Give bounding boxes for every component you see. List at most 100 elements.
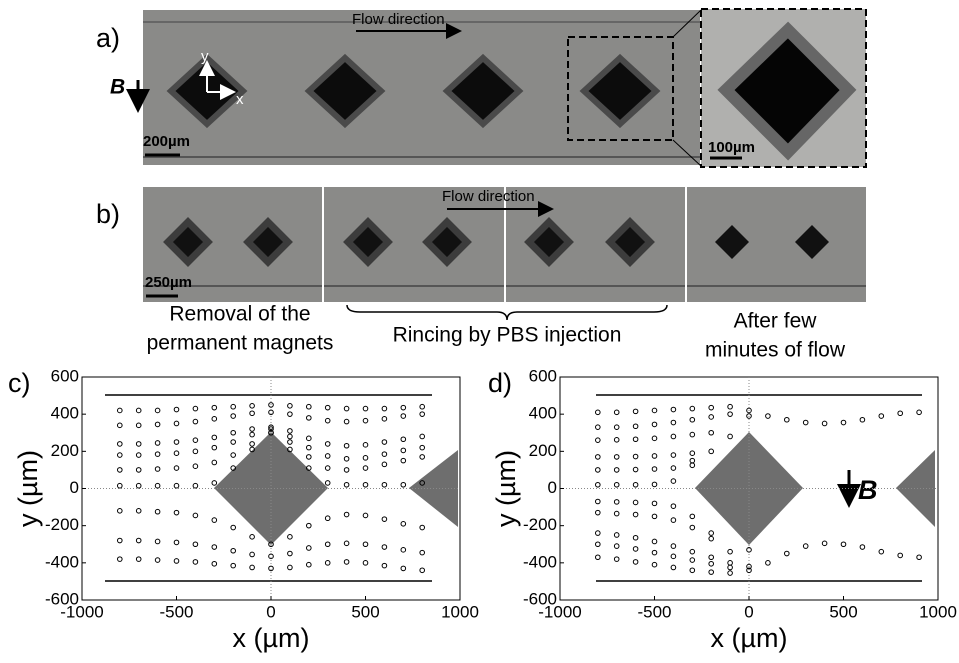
point [192,448,199,455]
x-tick-label: -500 [637,602,671,621]
point [595,481,601,488]
point [727,548,733,555]
point [211,434,218,441]
point [632,408,639,415]
point [419,433,426,440]
point [859,416,866,423]
point [670,452,677,458]
point [651,435,658,442]
point [249,410,255,417]
point [689,405,696,412]
point [211,416,218,422]
point [595,437,601,443]
point [595,541,601,548]
point [306,465,312,471]
y-tick-label: 400 [51,404,79,423]
x-axis-title: x (µm) [232,623,309,653]
point [613,454,620,460]
point [784,416,790,423]
scale-label: 250µm [145,274,192,291]
point [287,433,293,440]
y-tick-label: 200 [529,441,557,460]
point [840,419,847,426]
point [192,512,199,519]
point [306,561,312,568]
point [613,409,620,416]
panel-label: a) [96,23,120,53]
caption: Removal of the [169,303,310,326]
point [708,535,715,542]
point [154,508,161,515]
point [651,407,658,414]
point [362,442,369,448]
point [670,406,677,413]
point [324,404,331,411]
point [343,559,350,565]
point [211,517,218,523]
point [632,559,639,565]
point [173,439,180,445]
point [268,402,274,408]
point [419,480,426,486]
point [651,500,658,507]
point [324,515,331,522]
point [287,564,293,571]
y-tick-label: 0 [70,478,79,497]
point [268,429,274,436]
point [419,454,426,460]
point [689,513,696,520]
point [419,411,426,417]
point [670,503,677,509]
point [287,403,293,409]
point [897,552,904,559]
point [192,418,199,425]
point [651,549,658,556]
point [595,467,601,473]
point [381,439,388,445]
point [419,567,426,574]
point [192,541,199,548]
point [746,407,752,414]
point [306,454,312,460]
point [632,546,639,552]
point [381,416,388,422]
x-tick-label: 0 [744,602,753,621]
point [689,416,696,423]
point [651,538,658,545]
point [154,407,161,414]
point [306,444,312,451]
point [324,465,331,471]
point [249,534,255,540]
point [173,450,180,456]
point [595,424,601,430]
x-tick-label: 0 [266,602,275,621]
y-tick-label: -200 [45,515,79,534]
point [343,467,350,473]
point [613,532,620,538]
y-tick-label: -200 [523,515,557,534]
point [381,562,388,569]
x-tick-label: -500 [159,602,193,621]
point [135,482,142,489]
caption: Rincing by PBS injection [393,324,622,347]
point [287,446,293,453]
point [746,413,752,419]
point [727,433,733,440]
point [230,413,236,419]
point [708,554,715,561]
point [897,410,904,417]
scale-label: 100µm [708,139,755,156]
point [154,451,161,457]
x-tick-label: 500 [351,602,379,621]
point [613,467,620,473]
point [173,465,180,471]
point [154,421,161,428]
point [249,446,255,453]
point [632,499,639,506]
point [324,560,331,566]
point [173,539,180,546]
point [230,562,236,569]
point [192,559,199,565]
point [117,537,123,544]
